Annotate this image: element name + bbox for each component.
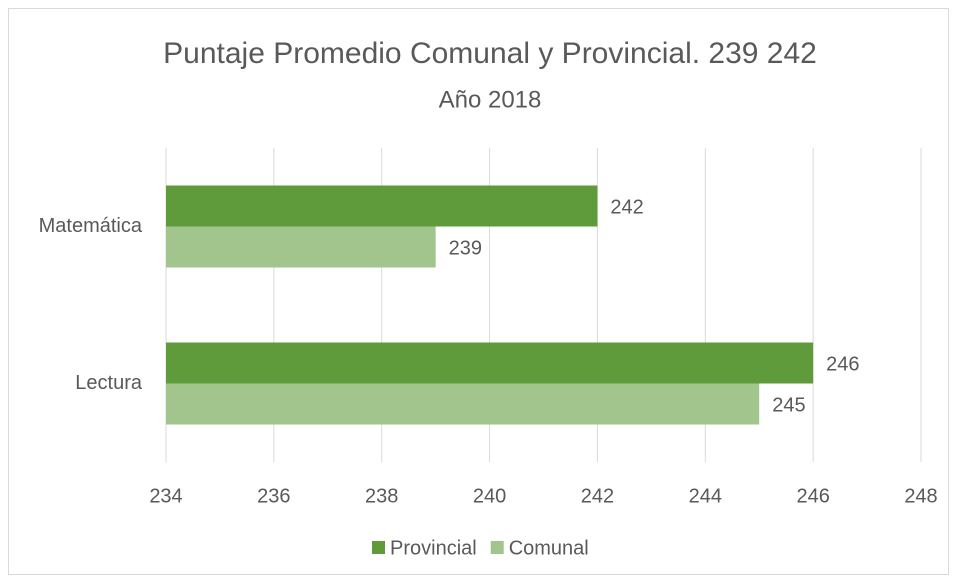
legend-swatch (490, 541, 504, 554)
chart-subtitle: Año 2018 (439, 86, 542, 113)
x-tick-label: 248 (904, 485, 937, 507)
x-tick-label: 236 (257, 485, 290, 507)
x-tick-label: 240 (473, 485, 506, 507)
data-label: 245 (772, 394, 805, 416)
x-tick-label: 242 (581, 485, 614, 507)
legend-label: Provincial (390, 537, 477, 559)
x-tick-label: 234 (149, 485, 182, 507)
data-label: 242 (610, 196, 643, 218)
chart-title: Puntaje Promedio Comunal y Provincial. 2… (163, 37, 817, 70)
y-tick-label: Lectura (75, 372, 143, 394)
bar (166, 226, 436, 268)
x-tick-label: 244 (689, 485, 722, 507)
legend-swatch (372, 541, 385, 554)
data-label: 246 (826, 353, 859, 375)
legend-label: Comunal (509, 537, 589, 559)
y-tick-label: Matemática (39, 215, 143, 237)
chart-border (8, 8, 949, 575)
bar (166, 185, 598, 227)
data-label: 239 (449, 237, 482, 259)
x-tick-label: 246 (796, 485, 829, 507)
x-tick-label: 238 (365, 485, 398, 507)
bar (166, 383, 760, 425)
bar (166, 342, 814, 384)
